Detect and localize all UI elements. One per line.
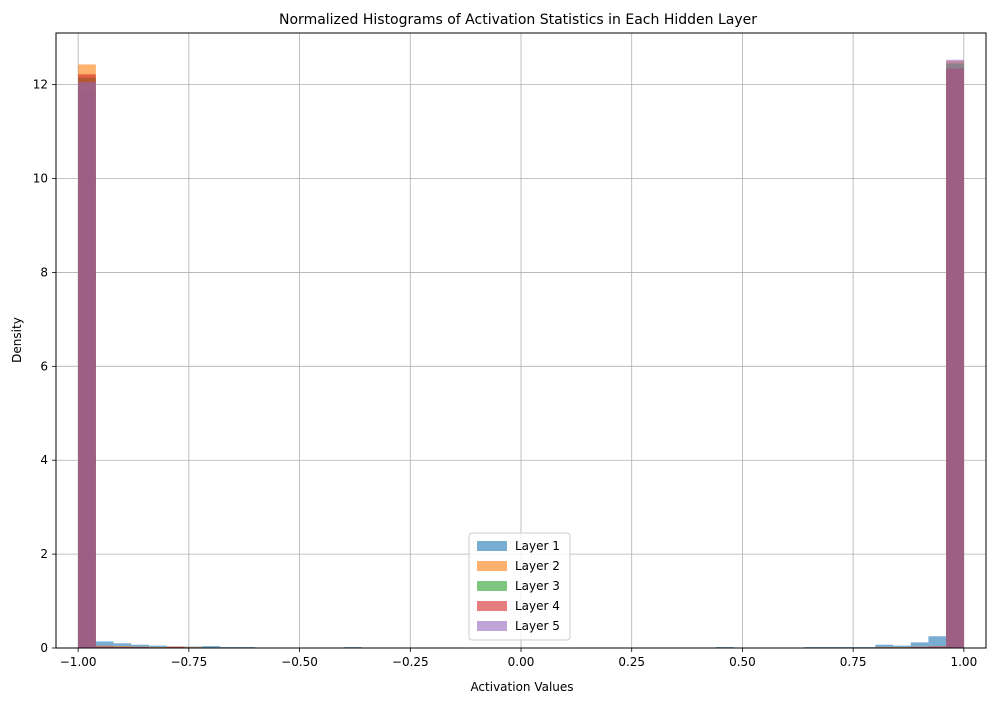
legend: Layer 1 Layer 2 Layer 3 Layer 4 Layer 5	[469, 533, 570, 640]
y-tick-label: 10	[33, 172, 48, 186]
x-tick-label: 1.00	[950, 655, 977, 669]
legend-swatch	[477, 601, 507, 611]
legend-label: Layer 5	[515, 619, 560, 633]
y-tick-label: 2	[40, 547, 48, 561]
x-tick-label: 0.00	[508, 655, 535, 669]
bar	[946, 60, 964, 648]
legend-swatch	[477, 561, 507, 571]
y-tick-label: 0	[40, 641, 48, 655]
y-tick-label: 4	[40, 453, 48, 467]
legend-label: Layer 4	[515, 599, 560, 613]
x-tick-label: −0.50	[281, 655, 318, 669]
x-tick-label: −1.00	[60, 655, 97, 669]
chart-title: Normalized Histograms of Activation Stat…	[279, 12, 757, 28]
legend-item: Layer 4	[477, 599, 560, 613]
legend-label: Layer 3	[515, 579, 560, 593]
y-tick-label: 12	[33, 78, 48, 92]
legend-item: Layer 3	[477, 579, 560, 593]
x-axis-title: Activation Values	[470, 680, 573, 694]
legend-item: Layer 5	[477, 619, 560, 633]
x-tick-label: 0.50	[729, 655, 756, 669]
legend-swatch	[477, 621, 507, 631]
legend-label: Layer 1	[515, 539, 560, 553]
x-tick-label: −0.25	[392, 655, 429, 669]
y-tick-label: 8	[40, 265, 48, 279]
legend-swatch	[477, 581, 507, 591]
legend-item: Layer 1	[477, 539, 560, 553]
legend-item: Layer 2	[477, 559, 560, 573]
legend-label: Layer 2	[515, 559, 560, 573]
y-tick-label: 6	[40, 359, 48, 373]
bar	[78, 82, 96, 648]
x-tick-label: 0.75	[840, 655, 867, 669]
legend-swatch	[477, 541, 507, 551]
y-axis-title: Density	[10, 317, 24, 363]
x-tick-label: −0.75	[170, 655, 207, 669]
x-tick-label: 0.25	[618, 655, 645, 669]
